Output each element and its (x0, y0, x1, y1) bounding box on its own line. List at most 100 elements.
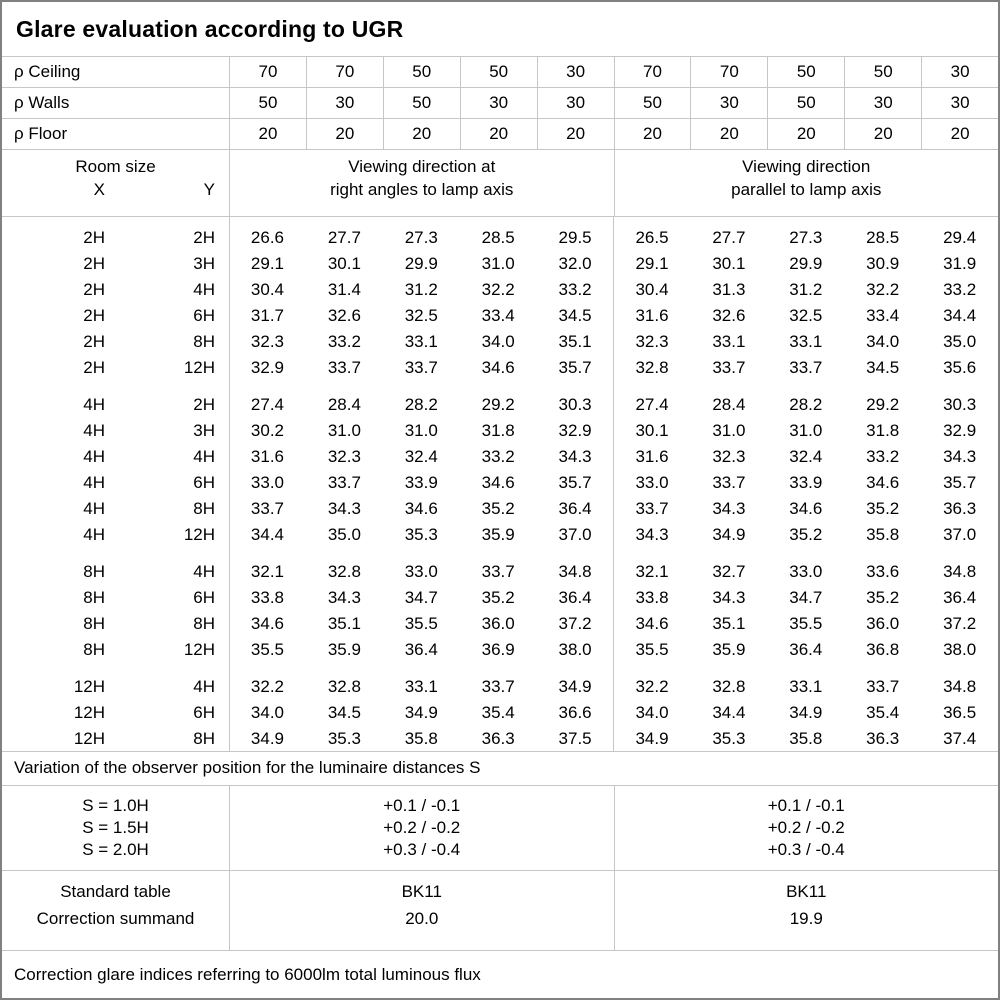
table-row: 4H 3H 30.2 31.0 31.0 31.8 32.9 30.1 31.0 31.0 31.8… (2, 418, 998, 444)
ugr-value-right-angles: 35.2 (481, 588, 515, 607)
ugr-value-right-angles: 33.0 (404, 562, 438, 581)
ugr-value-parallel: 34.3 (943, 447, 977, 466)
ugr-value-right-angles: 33.2 (481, 447, 515, 466)
ugr-value-right-angles: 28.5 (481, 228, 515, 247)
ugr-value-right-angles: 27.4 (250, 395, 284, 414)
ugr-value-right-angles: 33.1 (404, 677, 438, 696)
ugr-value-parallel: 35.9 (712, 640, 746, 659)
ugr-value-parallel: 36.3 (943, 499, 977, 518)
reflectance-value: 30 (459, 88, 537, 118)
group-divider (613, 217, 614, 751)
ugr-value-parallel: 34.7 (789, 588, 823, 607)
room-y-value: 8H (193, 499, 215, 518)
variation-note-row: Variation of the observer position for t… (2, 752, 998, 786)
ugr-value-right-angles: 31.0 (481, 254, 515, 273)
summary-value-right-angles: BK11 (401, 882, 442, 901)
ugr-value-right-angles: 32.2 (481, 280, 515, 299)
ugr-value-parallel: 32.5 (789, 306, 823, 325)
room-y-value: 4H (193, 677, 215, 696)
summary-labels-column: Standard table Correction summand (2, 871, 229, 950)
ugr-value-right-angles: 32.3 (250, 332, 284, 351)
ugr-value-parallel: 35.6 (943, 358, 977, 377)
ugr-value-parallel: 31.0 (789, 421, 823, 440)
ugr-value-parallel: 36.0 (866, 614, 900, 633)
room-size-header: Room size X Y (2, 150, 229, 216)
ugr-value-parallel: 34.3 (712, 588, 746, 607)
table-row: 2H 2H 26.6 27.7 27.3 28.5 29.5 26.5 27.7 27.3 28.5… (2, 225, 998, 251)
ugr-value-parallel: 35.7 (943, 473, 977, 492)
room-x-value: 2H (83, 280, 105, 299)
room-x-value: 12H (73, 729, 105, 748)
ugr-value-right-angles: 32.4 (404, 447, 438, 466)
reflectance-value: 20 (536, 119, 614, 149)
reflectance-value: 50 (382, 57, 460, 87)
reflectance-value: 70 (305, 57, 383, 87)
summary-right-angles-column: BK11 20.0 (229, 871, 614, 950)
ugr-value-parallel: 27.7 (712, 228, 746, 247)
ugr-value-parallel: 34.6 (635, 614, 669, 633)
ugr-value-right-angles: 29.5 (558, 228, 592, 247)
ugr-value-parallel: 32.2 (866, 280, 900, 299)
summary-value-right-angles: 20.0 (405, 909, 439, 928)
ugr-value-right-angles: 36.4 (558, 588, 592, 607)
ugr-value-parallel: 34.8 (943, 677, 977, 696)
ugr-value-parallel: 31.3 (712, 280, 746, 299)
ugr-value-right-angles: 36.4 (558, 499, 592, 518)
reflectance-value: 50 (613, 88, 691, 118)
ugr-value-parallel: 33.1 (789, 332, 823, 351)
reflectance-value: 30 (305, 88, 383, 118)
s-correction-right-angles: +0.1 / -0.1 (383, 796, 461, 815)
s-correction-parallel: +0.3 / -0.4 (767, 840, 845, 859)
title-row: Glare evaluation according to UGR (2, 2, 998, 57)
s-parallel-column: +0.1 / -0.1 +0.2 / -0.2 +0.3 / -0.4 (613, 786, 999, 870)
ugr-value-right-angles: 30.3 (558, 395, 592, 414)
ugr-value-right-angles: 34.7 (404, 588, 438, 607)
ugr-value-right-angles: 36.3 (481, 729, 515, 748)
ugr-value-parallel: 30.4 (635, 280, 669, 299)
ugr-value-parallel: 29.2 (866, 395, 900, 414)
ugr-value-parallel: 30.3 (943, 395, 977, 414)
ugr-value-right-angles: 30.2 (250, 421, 284, 440)
label-data-divider (229, 217, 230, 751)
variation-note: Variation of the observer position for t… (14, 758, 481, 777)
table-row: 2H 4H 30.4 31.4 31.2 32.2 33.2 30.4 31.3 31.2 32.2… (2, 277, 998, 303)
ugr-value-right-angles: 35.5 (250, 640, 284, 659)
ugr-value-right-angles: 35.1 (327, 614, 361, 633)
reflectance-row: ρ Floor 20 20 20 20 20 20 20 20 20 20 (2, 119, 998, 150)
ugr-value-right-angles: 31.2 (404, 280, 438, 299)
reflectance-row-label: ρ Walls (14, 93, 70, 112)
s-correction-parallel: +0.2 / -0.2 (767, 818, 845, 837)
ugr-value-right-angles: 33.7 (327, 473, 361, 492)
reflectance-row: ρ Walls 50 30 50 30 30 50 30 50 30 30 (2, 88, 998, 119)
reflectance-value: 30 (844, 88, 921, 118)
ugr-value-right-angles: 34.6 (481, 473, 515, 492)
ugr-value-parallel: 31.8 (866, 421, 900, 440)
ugr-value-parallel: 33.6 (866, 562, 900, 581)
s-variation-section: S = 1.0H S = 1.5H S = 2.0H +0.1 / -0.1 +0.2 … (2, 786, 998, 871)
room-y-value: 6H (193, 588, 215, 607)
ugr-value-parallel: 34.9 (789, 703, 823, 722)
ugr-value-parallel: 38.0 (943, 640, 977, 659)
ugr-value-parallel: 32.2 (635, 677, 669, 696)
ugr-value-right-angles: 29.1 (250, 254, 284, 273)
reflectance-value: 20 (305, 119, 383, 149)
right-angles-group-header: Viewing direction at right angles to lam… (229, 150, 614, 216)
reflectance-value: 30 (536, 88, 614, 118)
ugr-value-right-angles: 34.6 (250, 614, 284, 633)
y-column-label: Y (203, 180, 215, 199)
table-row: 12H 8H 34.9 35.3 35.8 36.3 37.5 34.9 35.3 35.8 36.… (2, 726, 998, 752)
ugr-value-parallel: 34.3 (635, 525, 669, 544)
ugr-value-parallel: 33.1 (712, 332, 746, 351)
ugr-value-parallel: 33.1 (789, 677, 823, 696)
ugr-value-right-angles: 27.7 (327, 228, 361, 247)
ugr-value-right-angles: 33.7 (404, 358, 438, 377)
ugr-value-right-angles: 35.2 (481, 499, 515, 518)
summary-value-parallel: 19.9 (789, 909, 823, 928)
room-x-value: 2H (83, 358, 105, 377)
room-y-value: 4H (193, 280, 215, 299)
ugr-value-right-angles: 34.3 (327, 588, 361, 607)
ugr-value-right-angles: 32.8 (327, 677, 361, 696)
ugr-value-right-angles: 37.2 (558, 614, 592, 633)
ugr-value-parallel: 36.8 (866, 640, 900, 659)
ugr-value-right-angles: 35.7 (558, 473, 592, 492)
